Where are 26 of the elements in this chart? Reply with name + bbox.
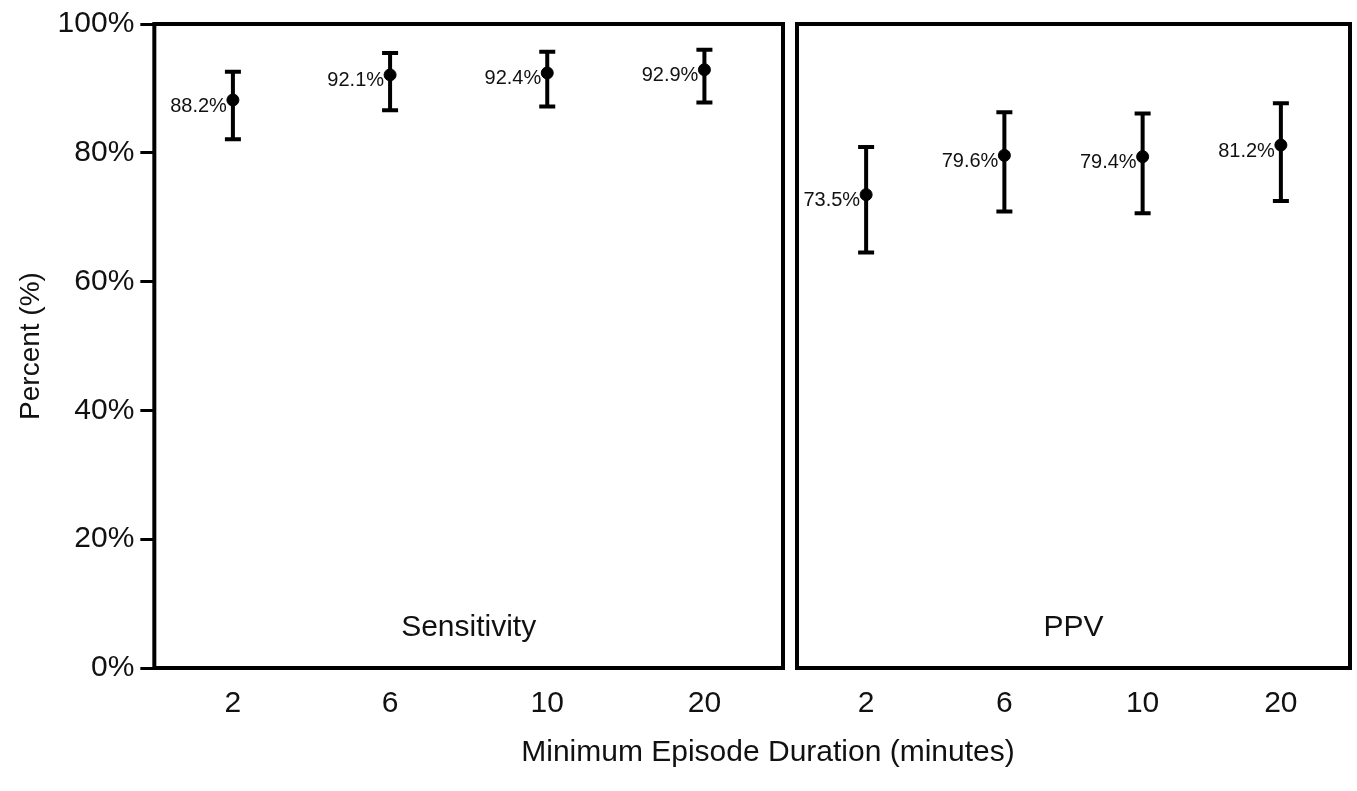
y-axis-title: Percent (%) — [13, 272, 45, 420]
x-tick-label: 6 — [996, 685, 1013, 719]
data-label: 92.4% — [484, 66, 542, 89]
y-tick-label: 60% — [74, 262, 135, 296]
annotation: Sensitivity — [401, 609, 537, 642]
data-label: 92.9% — [641, 63, 699, 86]
x-tick-label: 2 — [857, 685, 875, 719]
x-tick-label: 2 — [224, 685, 242, 719]
annotation: PPV — [1043, 609, 1104, 642]
data-label: 79.4% — [1079, 150, 1137, 173]
data-label: 79.6% — [941, 148, 999, 171]
y-tick-label: 80% — [74, 134, 135, 168]
data-label: 73.5% — [803, 188, 861, 211]
y-tick-label: 0% — [90, 649, 135, 683]
data-label: 92.1% — [327, 68, 385, 91]
x-tick-label: 6 — [381, 685, 399, 719]
x-tick-label: 20 — [1264, 685, 1298, 719]
y-tick-label: 40% — [74, 391, 135, 425]
y-tick-label: 100% — [57, 5, 135, 39]
x-axis-title: Minimum Episode Duration (minutes) — [520, 734, 1016, 768]
y-tick-label: 20% — [74, 520, 135, 554]
x-tick-label: 10 — [1125, 685, 1160, 719]
data-label: 88.2% — [170, 93, 228, 116]
data-label: 81.2% — [1218, 138, 1276, 161]
x-tick-label: 20 — [687, 685, 722, 719]
x-tick-label: 10 — [530, 685, 564, 719]
